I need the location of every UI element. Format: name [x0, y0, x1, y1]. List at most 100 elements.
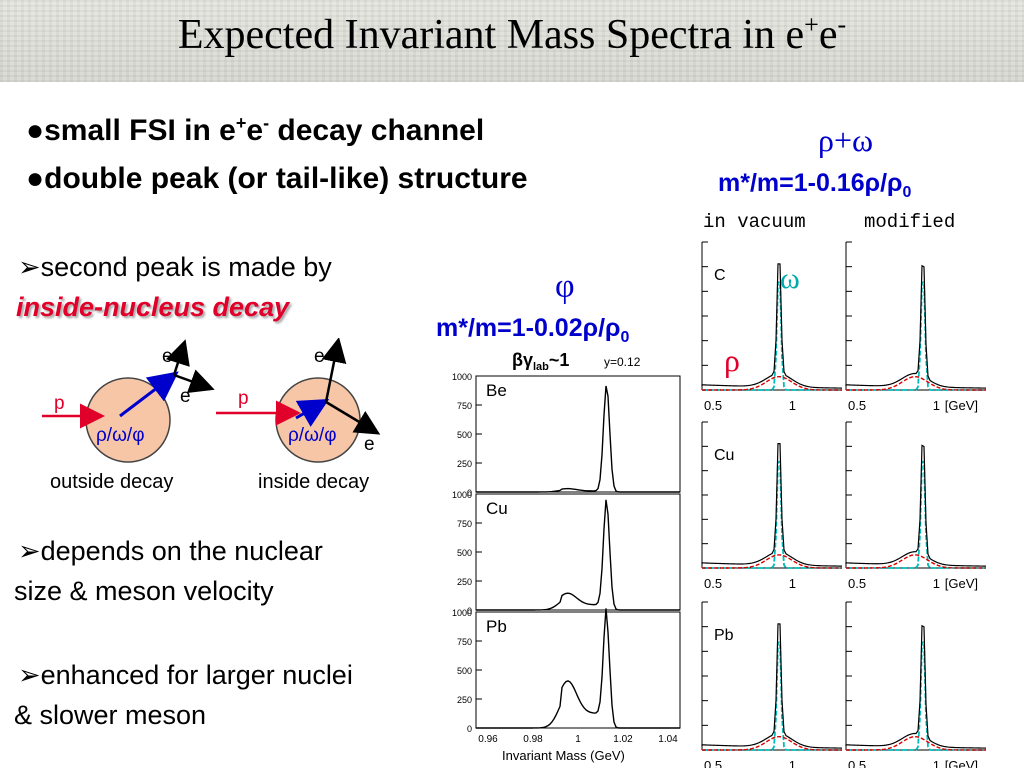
phi-ytick-label: 750 [457, 401, 472, 411]
bullet-double-peak: ●double peak (or tail-like) structure [26, 162, 528, 195]
phi-ytick-label: 0 [467, 488, 472, 498]
phi-ytick-label: 1000 [452, 490, 472, 500]
label-p-inside: p [238, 388, 249, 409]
point-enhanced: ➢enhanced for larger nuclei [18, 660, 353, 690]
rho-omega-spectra-figure: 0.5 1 0.5 1 [GeV] C 0.5 1 0.5 1 [GeV] Cu 0.5 1 0.5 1 [Ge… [701, 241, 987, 768]
label-e-inside-bottom: e [364, 434, 375, 455]
label-meson-inside: ρ/ω/φ [288, 425, 337, 446]
caption-outside: outside decay [50, 471, 173, 493]
meson-arrow-inside [295, 399, 330, 427]
ro-xtick-1: 1 [789, 398, 796, 413]
ro-total-curve [845, 444, 987, 567]
ro-rho-curve [702, 376, 842, 391]
ro-omega-curve [702, 641, 842, 751]
col-label-vacuum: in vacuum [703, 211, 806, 233]
ro-xtick-05: 0.5 [704, 398, 722, 413]
phi-ytick-label: 500 [457, 430, 472, 440]
phi-mass-formula: m*/m=1-0.02ρ/ρ0 [436, 314, 630, 346]
col-label-modified: modified [864, 211, 956, 233]
phi-histogram-be [476, 385, 680, 493]
bullet-small-fsi: ●small FSI in e+e- decay channel [26, 113, 485, 147]
phi-panel-label: Pb [486, 617, 507, 636]
ro-xtick-1: 1 [789, 576, 796, 591]
ro-unit-label: [GeV] [945, 398, 978, 413]
phi-xtick-label: 0.96 [478, 734, 498, 745]
phi-xtick-label: 1.04 [658, 734, 678, 745]
ro-omega-curve [702, 281, 842, 391]
phi-spectrum-figure: βγlab~1 y=0.12 1000 750 500 250 0 Be 1000 750 50… [452, 350, 681, 763]
electron-arrow-outside-up [165, 339, 190, 376]
ro-xtick-05: 0.5 [848, 398, 866, 413]
ro-xtick-05: 0.5 [848, 576, 866, 591]
phi-ytick-label: 1000 [452, 372, 472, 382]
ro-xtick-05: 0.5 [848, 758, 866, 768]
rho-omega-symbol: ρ+ω [818, 122, 874, 158]
phi-ytick-label: 250 [457, 695, 472, 705]
phi-histogram-cu [476, 499, 680, 611]
ro-rho-curve [846, 376, 986, 391]
phi-symbol: φ [555, 268, 575, 305]
y-rapidity-label: y=0.12 [604, 355, 641, 369]
phi-xlabel: Invariant Mass (GeV) [502, 748, 625, 763]
ro-xtick-1: 1 [933, 576, 940, 591]
phi-histogram-pb [476, 608, 680, 729]
ro-rho-curve [702, 736, 842, 751]
ro-total-curve [845, 624, 987, 749]
electron-arrow-inside-up [321, 338, 347, 403]
rho-omega-mass-formula: m*/m=1-0.16ρ/ρ0 [718, 169, 912, 201]
ro-xtick-1: 1 [933, 758, 940, 768]
phi-ytick-label: 750 [457, 519, 472, 529]
phi-panel-label: Be [486, 381, 507, 400]
ro-row-label: Cu [714, 447, 734, 464]
omega-peak-label: ω [780, 262, 800, 295]
decay-diagram: p e e ρ/ω/φ outside decay p e e ρ/ω/φ in… [42, 338, 381, 493]
caption-inside: inside decay [258, 471, 369, 493]
ro-rho-curve [846, 554, 986, 569]
ro-row-label: Pb [714, 627, 734, 644]
ro-total-curve [701, 623, 843, 749]
point-depends-line2: size & meson velocity [14, 576, 274, 606]
ro-total-curve [701, 263, 843, 389]
electron-arrow-outside-right [173, 369, 215, 393]
phi-xtick-label: 1.02 [613, 734, 633, 745]
ro-xtick-1: 1 [933, 398, 940, 413]
phi-ytick-label: 1000 [452, 608, 472, 618]
ro-xtick-05: 0.5 [704, 758, 722, 768]
ro-total-curve [701, 442, 843, 567]
phi-panel-label: Cu [486, 499, 508, 518]
rho-peak-label: ρ [724, 342, 740, 378]
ro-row-label: C [714, 267, 726, 284]
ro-unit-label: [GeV] [945, 576, 978, 591]
meson-arrow-outside [119, 371, 179, 418]
label-meson-outside: ρ/ω/φ [96, 425, 145, 446]
label-e-outside-top: e [162, 346, 173, 367]
label-e-inside-top: e [314, 346, 325, 367]
point-depends: ➢depends on the nuclear [18, 536, 323, 566]
ro-xtick-05: 0.5 [704, 576, 722, 591]
phi-ytick-label: 250 [457, 459, 472, 469]
phi-ytick-label: 0 [467, 606, 472, 616]
slide-title: Expected Invariant Mass Spectra in e+e- [177, 10, 847, 58]
label-e-outside-right: e [180, 386, 191, 407]
ro-unit-label: [GeV] [945, 758, 978, 768]
nucleus-inside [275, 377, 361, 463]
nucleus-outside [85, 377, 171, 463]
ro-omega-curve [846, 641, 986, 751]
ro-xtick-1: 1 [789, 758, 796, 768]
electron-arrow-inside-down [325, 400, 381, 435]
ro-total-curve [845, 264, 987, 389]
label-p-outside: p [54, 393, 65, 414]
point-inside-nucleus-decay: inside-nucleus decay [16, 292, 290, 322]
ro-omega-curve [846, 281, 986, 391]
betagamma-label: βγlab~1 [512, 350, 569, 373]
phi-ytick-label: 750 [457, 637, 472, 647]
point-second-peak: ➢second peak is made by [18, 252, 332, 282]
phi-xtick-label: 0.98 [523, 734, 543, 745]
ro-omega-curve [702, 460, 842, 569]
phi-ytick-label: 0 [467, 724, 472, 734]
phi-xtick-label: 1 [575, 734, 581, 745]
phi-ytick-label: 500 [457, 548, 472, 558]
phi-ytick-label: 500 [457, 666, 472, 676]
point-enhanced-line2: & slower meson [14, 700, 207, 730]
title-banner [0, 0, 1024, 82]
